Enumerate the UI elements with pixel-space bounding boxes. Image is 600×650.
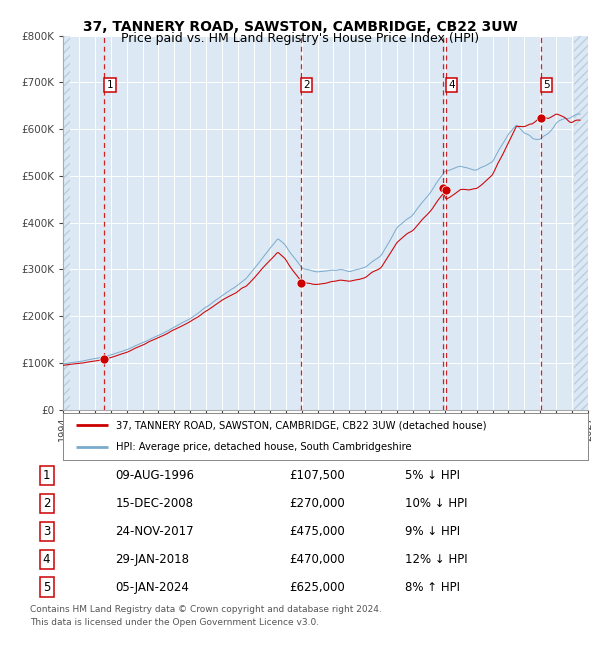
Text: £470,000: £470,000 (289, 552, 345, 566)
Text: 9% ↓ HPI: 9% ↓ HPI (406, 525, 460, 538)
Text: 2: 2 (43, 497, 50, 510)
Text: 12% ↓ HPI: 12% ↓ HPI (406, 552, 468, 566)
Text: £475,000: £475,000 (289, 525, 345, 538)
Text: Contains HM Land Registry data © Crown copyright and database right 2024.: Contains HM Land Registry data © Crown c… (30, 605, 382, 614)
Text: 4: 4 (448, 80, 455, 90)
Text: 3: 3 (43, 525, 50, 538)
Text: 15-DEC-2008: 15-DEC-2008 (116, 497, 194, 510)
Text: Price paid vs. HM Land Registry's House Price Index (HPI): Price paid vs. HM Land Registry's House … (121, 32, 479, 45)
Text: 10% ↓ HPI: 10% ↓ HPI (406, 497, 468, 510)
Text: 2: 2 (304, 80, 310, 90)
Text: 05-JAN-2024: 05-JAN-2024 (116, 581, 190, 594)
Text: 09-AUG-1996: 09-AUG-1996 (116, 469, 194, 482)
Bar (63, 36, 70, 409)
Text: 37, TANNERY ROAD, SAWSTON, CAMBRIDGE, CB22 3UW (detached house): 37, TANNERY ROAD, SAWSTON, CAMBRIDGE, CB… (115, 421, 486, 430)
Text: 4: 4 (43, 552, 50, 566)
Bar (574, 36, 588, 409)
Text: 37, TANNERY ROAD, SAWSTON, CAMBRIDGE, CB22 3UW: 37, TANNERY ROAD, SAWSTON, CAMBRIDGE, CB… (83, 20, 517, 34)
Text: £625,000: £625,000 (289, 581, 345, 594)
Text: 5: 5 (543, 80, 550, 90)
Text: 1: 1 (107, 80, 113, 90)
Text: 8% ↑ HPI: 8% ↑ HPI (406, 581, 460, 594)
Text: 1: 1 (43, 469, 50, 482)
Text: £270,000: £270,000 (289, 497, 345, 510)
Text: 24-NOV-2017: 24-NOV-2017 (116, 525, 194, 538)
Text: 5: 5 (43, 581, 50, 594)
Text: £107,500: £107,500 (289, 469, 345, 482)
Text: This data is licensed under the Open Government Licence v3.0.: This data is licensed under the Open Gov… (30, 618, 319, 627)
Text: HPI: Average price, detached house, South Cambridgeshire: HPI: Average price, detached house, Sout… (115, 442, 411, 452)
Text: 5% ↓ HPI: 5% ↓ HPI (406, 469, 460, 482)
Text: 29-JAN-2018: 29-JAN-2018 (116, 552, 190, 566)
